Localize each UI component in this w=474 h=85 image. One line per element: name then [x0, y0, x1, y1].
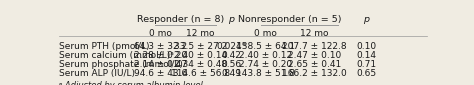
- Text: ᵃ Adjusted by serum albumin level.: ᵃ Adjusted by serum albumin level.: [59, 81, 206, 85]
- Text: 2.74 ± 0.20: 2.74 ± 0.20: [239, 60, 292, 69]
- Text: p: p: [363, 15, 369, 24]
- Text: 0.56: 0.56: [221, 60, 241, 69]
- Text: 0 mo: 0 mo: [254, 29, 277, 37]
- Text: 0.024*: 0.024*: [216, 42, 246, 51]
- Text: 2.47 ± 0.10: 2.47 ± 0.10: [288, 51, 341, 60]
- Text: 0.71: 0.71: [356, 60, 376, 69]
- Text: 143.8 ± 51.8: 143.8 ± 51.8: [236, 69, 295, 78]
- Text: 0 mo: 0 mo: [149, 29, 172, 37]
- Text: 2.34 ± 0.48: 2.34 ± 0.48: [174, 60, 227, 69]
- Text: 114.6 ± 56.8: 114.6 ± 56.8: [171, 69, 230, 78]
- Text: 2.40 ± 0.12: 2.40 ± 0.12: [239, 51, 292, 60]
- Text: 33.5 ± 27.2: 33.5 ± 27.2: [174, 42, 228, 51]
- Text: 2.40 ± 0.14: 2.40 ± 0.14: [174, 51, 227, 60]
- Text: 2.65 ± 0.41: 2.65 ± 0.41: [288, 60, 341, 69]
- Text: Serum PTH (pmol/L): Serum PTH (pmol/L): [59, 42, 150, 51]
- Text: 0.42: 0.42: [221, 51, 241, 60]
- Text: Responder (n = 8): Responder (n = 8): [137, 15, 224, 24]
- Text: 0.65: 0.65: [356, 69, 376, 78]
- Text: 0.14: 0.14: [356, 51, 376, 60]
- Text: Serum calcium (mmol/L)ᵃ: Serum calcium (mmol/L)ᵃ: [59, 51, 174, 60]
- Text: 2.14 ± 0.47: 2.14 ± 0.47: [134, 60, 187, 69]
- Text: Nonresponder (n = 5): Nonresponder (n = 5): [238, 15, 342, 24]
- Text: 0.49: 0.49: [221, 69, 241, 78]
- Text: 64.3 ± 32.2: 64.3 ± 32.2: [134, 42, 187, 51]
- Text: 94.6 ± 43.6: 94.6 ± 43.6: [134, 69, 187, 78]
- Text: Serum ALP (IU/L): Serum ALP (IU/L): [59, 69, 135, 78]
- Text: 166.2 ± 132.0: 166.2 ± 132.0: [282, 69, 347, 78]
- Text: 207.7 ± 122.8: 207.7 ± 122.8: [282, 42, 347, 51]
- Text: 138.5 ± 64.1: 138.5 ± 64.1: [236, 42, 295, 51]
- Text: 12 mo: 12 mo: [301, 29, 329, 37]
- Text: 0.10: 0.10: [356, 42, 376, 51]
- Text: 12 mo: 12 mo: [186, 29, 215, 37]
- Text: p: p: [228, 15, 234, 24]
- Text: Serum phosphate (mmol/L): Serum phosphate (mmol/L): [59, 60, 183, 69]
- Text: 2.28 ± 0.20: 2.28 ± 0.20: [134, 51, 187, 60]
